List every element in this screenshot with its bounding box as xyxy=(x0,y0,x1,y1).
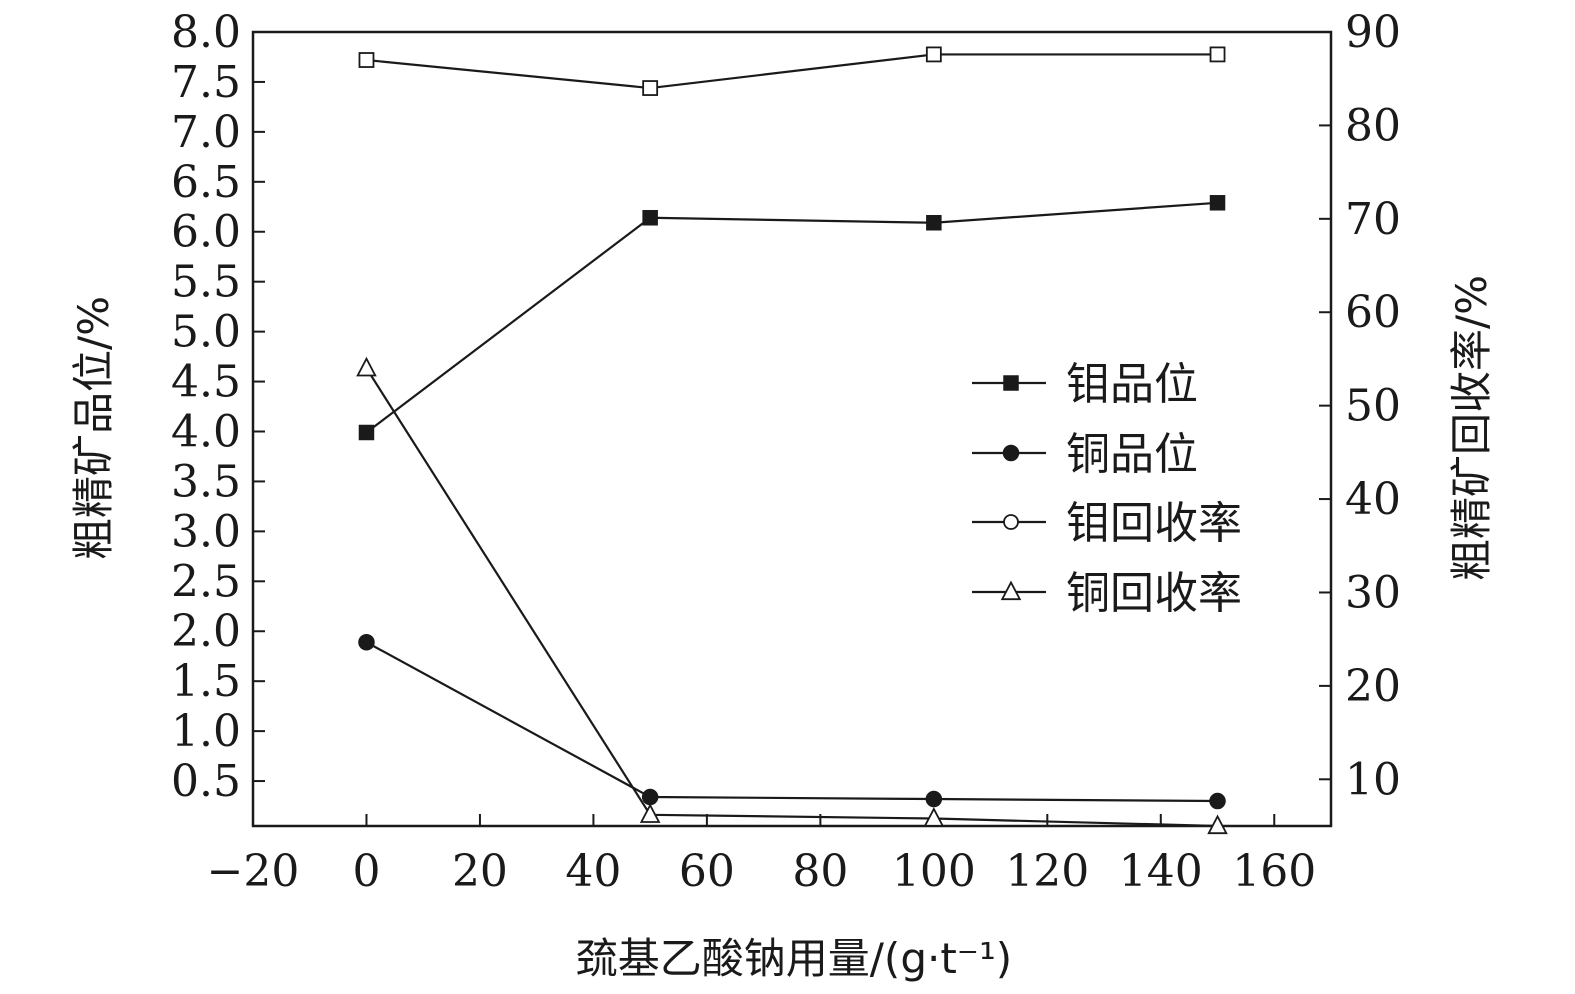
plot-border xyxy=(251,30,1333,828)
x-tick-label: 40 xyxy=(565,846,621,897)
y-right-tick-label: 20 xyxy=(1345,661,1401,712)
legend-label: 铜品位 xyxy=(1066,429,1198,480)
y-left-tick-label: 5.5 xyxy=(171,257,241,308)
y-left-tick-label: 6.5 xyxy=(171,157,241,208)
y-left-tick-label: 0.5 xyxy=(171,756,241,807)
legend-label: 钼品位 xyxy=(1066,359,1198,410)
x-axis-title: 巯基乙酸钠用量/(g·t⁻¹) xyxy=(576,934,1012,983)
plot-frame xyxy=(251,30,1333,828)
x-tick-label: 100 xyxy=(892,846,976,897)
y-left-tick-label: 1.0 xyxy=(171,706,241,757)
legend-entry: 铜回收率 xyxy=(972,568,1242,619)
y-left-tick-label: 2.0 xyxy=(171,606,241,657)
series-layer xyxy=(356,46,1228,835)
series-2 xyxy=(358,46,1226,96)
data-point xyxy=(639,803,661,823)
y-right-tick-label: 60 xyxy=(1345,287,1401,338)
y-left-tick-label: 2.5 xyxy=(171,556,241,607)
data-point xyxy=(923,806,945,827)
y-left-tick-label: 7.5 xyxy=(171,57,241,108)
data-point xyxy=(926,215,942,231)
data-point xyxy=(358,424,375,441)
y-left-tick-label: 4.0 xyxy=(171,406,241,457)
x-tick-label: 20 xyxy=(452,846,508,897)
legend-entry: 钼品位 xyxy=(972,359,1198,410)
y-right-tick-label: 90 xyxy=(1345,7,1401,58)
y-right-tick-label: 80 xyxy=(1345,100,1401,151)
y-right-tick-label: 30 xyxy=(1345,567,1401,618)
y-right-tick-label: 10 xyxy=(1345,754,1401,805)
data-point xyxy=(641,788,659,806)
legend-marker xyxy=(1000,580,1022,601)
y-left-tick-label: 7.0 xyxy=(171,107,241,158)
x-tick-label: 160 xyxy=(1232,846,1316,897)
y-left-tick-label: 1.5 xyxy=(171,656,241,707)
data-point xyxy=(1207,814,1228,835)
y-axis-right: 10 20 30 40 50 60 70 80 90 xyxy=(1319,7,1401,805)
legend-marker xyxy=(1002,444,1020,462)
y-left-tick-label: 5.0 xyxy=(171,307,241,358)
y-axis-right-title: 粗精矿回收率/% xyxy=(1447,275,1496,581)
data-point xyxy=(925,46,942,63)
x-tick-label: −20 xyxy=(207,846,300,897)
series-1 xyxy=(358,633,1226,810)
series-line xyxy=(365,201,1218,434)
x-tick-label: 80 xyxy=(792,846,848,897)
y-axis-left-title: 粗精矿品位/% xyxy=(69,296,118,560)
y-left-tick-label: 3.5 xyxy=(171,456,241,507)
y-right-tick-label: 70 xyxy=(1345,194,1401,245)
y-right-tick-label: 50 xyxy=(1345,381,1401,432)
legend-marker xyxy=(1003,375,1019,391)
y-left-tick-label: 8.0 xyxy=(171,7,241,58)
legend-entry: 钼回收率 xyxy=(972,498,1242,549)
legend-label: 钼回收率 xyxy=(1066,498,1242,549)
y-right-tick-label: 40 xyxy=(1345,474,1401,525)
series-line xyxy=(365,367,1218,828)
series-line xyxy=(365,641,1218,803)
legend-entry: 铜品位 xyxy=(972,429,1198,480)
data-point xyxy=(1209,792,1226,810)
data-point xyxy=(925,790,943,808)
y-left-tick-label: 6.0 xyxy=(171,207,241,258)
legend-label: 铜回收率 xyxy=(1066,568,1242,619)
data-point xyxy=(1209,195,1226,211)
data-point xyxy=(358,52,375,68)
legend-marker xyxy=(1003,514,1019,530)
x-axis: −20 0 20 40 60 80 100 120 140 160 xyxy=(207,814,1316,897)
data-point xyxy=(642,210,658,226)
x-tick-label: 140 xyxy=(1119,846,1203,897)
x-tick-label: 0 xyxy=(352,846,380,897)
y-left-tick-label: 4.5 xyxy=(171,357,241,408)
data-point xyxy=(358,633,375,651)
data-point xyxy=(642,80,659,96)
data-point xyxy=(1209,46,1226,63)
y-left-tick-label: 3.0 xyxy=(171,506,241,557)
x-tick-label: 120 xyxy=(1005,846,1089,897)
x-tick-label: 60 xyxy=(679,846,735,897)
series-3 xyxy=(356,356,1228,835)
data-point xyxy=(356,356,377,377)
y-axis-left: 0.51.01.52.02.53.03.54.04.55.05.56.06.57… xyxy=(171,7,265,807)
series-line xyxy=(366,53,1218,90)
series-0 xyxy=(358,195,1226,441)
